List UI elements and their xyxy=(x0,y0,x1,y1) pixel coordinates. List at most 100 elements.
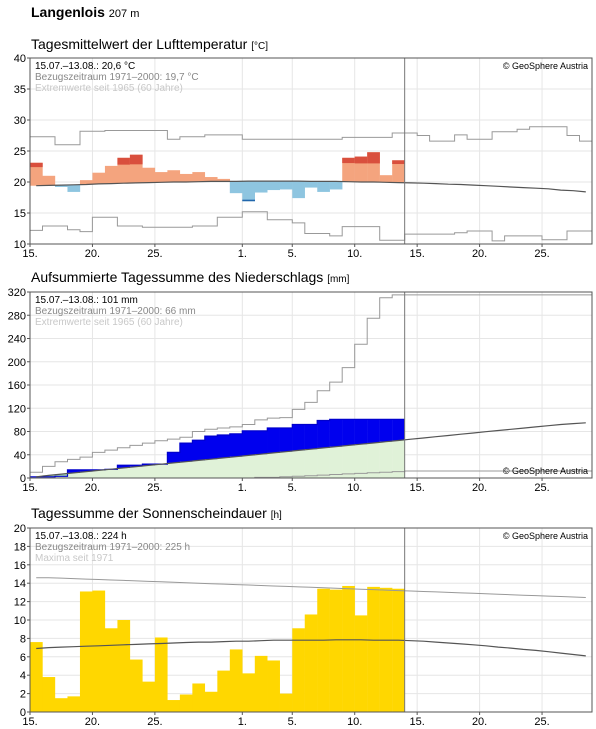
surplus-bar xyxy=(179,443,193,462)
normal-area xyxy=(67,472,81,478)
temperature-bar-strong xyxy=(392,160,405,165)
temperature-bar xyxy=(192,172,206,182)
normal-area xyxy=(92,470,106,478)
y-tick-label: 40 xyxy=(14,53,26,65)
temperature-bar xyxy=(229,181,243,194)
surplus-bar xyxy=(192,440,206,461)
x-tick-label: 5. xyxy=(288,248,297,260)
info-observed: 15.07.–13.08.: 224 h xyxy=(35,531,127,542)
y-tick-label: 10 xyxy=(14,239,26,251)
normal-area xyxy=(129,466,143,478)
y-tick-label: 120 xyxy=(8,403,26,415)
temperature-unit: [°C] xyxy=(251,41,268,52)
normal-area xyxy=(292,450,305,478)
y-tick-label: 2 xyxy=(20,689,26,701)
normal-area xyxy=(367,442,380,478)
surplus-bar xyxy=(329,419,343,447)
surplus-bar xyxy=(79,469,93,472)
surplus-bar xyxy=(367,419,380,443)
normal-area xyxy=(254,454,268,478)
deficit-bar xyxy=(42,475,56,477)
x-tick-label: 20. xyxy=(472,482,487,494)
x-tick-label: 25. xyxy=(147,248,162,260)
x-tick-label: 20. xyxy=(85,716,100,728)
precipitation-unit: [mm] xyxy=(327,274,350,285)
sunshine-bar xyxy=(304,614,318,712)
temperature-bar xyxy=(104,165,118,184)
sunshine-bar xyxy=(367,586,380,712)
temperature-bar xyxy=(392,160,405,183)
sunshine-chart-title: Tagessumme der Sonnenscheindauer [h] xyxy=(31,505,282,521)
sunshine-bar xyxy=(392,588,405,712)
y-tick-label: 15 xyxy=(14,208,26,220)
surplus-bar xyxy=(317,420,330,448)
x-tick-label: 20. xyxy=(472,716,487,728)
surplus-bar xyxy=(117,465,131,468)
x-tick-label: 10. xyxy=(347,716,362,728)
x-tick-label: 15. xyxy=(22,248,37,260)
sunshine-bar xyxy=(142,681,156,712)
normal-area xyxy=(354,444,368,478)
sunshine-bar xyxy=(154,637,168,712)
y-tick-label: 12 xyxy=(14,597,26,609)
normal-area xyxy=(204,459,218,478)
y-tick-label: 280 xyxy=(8,310,26,322)
info-observed: 15.07.–13.08.: 20,6 °C xyxy=(35,61,135,72)
y-tick-label: 240 xyxy=(8,334,26,346)
temperature-bar xyxy=(204,177,218,182)
sunshine-bar xyxy=(54,698,68,712)
y-tick-label: 10 xyxy=(14,615,26,627)
x-tick-label: 15. xyxy=(410,248,425,260)
sunshine-bar xyxy=(217,670,231,712)
sunshine-bar xyxy=(92,590,106,712)
extreme-max-line xyxy=(30,294,592,473)
y-tick-label: 20 xyxy=(14,523,26,535)
y-tick-label: 0 xyxy=(20,473,26,485)
sunshine-unit: [h] xyxy=(270,510,282,521)
normal-area xyxy=(317,447,330,478)
x-tick-label: 25. xyxy=(534,716,549,728)
x-tick-label: 25. xyxy=(534,482,549,494)
x-tick-label: 15. xyxy=(22,482,37,494)
extreme-max-line xyxy=(30,126,592,146)
sunshine-title-text: Tagessumme der Sonnenscheindauer xyxy=(31,505,267,521)
x-tick-label: 20. xyxy=(472,248,487,260)
normal-area xyxy=(79,471,93,478)
sunshine-bar xyxy=(329,589,343,712)
sunshine-bar xyxy=(317,588,330,712)
normal-area xyxy=(30,476,43,478)
precipitation-chart-title: Aufsummierte Tagessumme des Niederschlag… xyxy=(31,269,349,285)
station-altitude: 207 m xyxy=(108,8,140,20)
temperature-bar xyxy=(329,181,343,190)
extreme-min-line xyxy=(30,211,592,242)
precipitation-title-text: Aufsummierte Tagessumme des Niederschlag… xyxy=(31,269,324,285)
info-reference: Bezugszeitraum 1971–2000: 225 h xyxy=(35,542,190,553)
x-tick-label: 25. xyxy=(534,248,549,260)
x-tick-label: 10. xyxy=(347,248,362,260)
temperature-bar xyxy=(67,184,81,192)
temperature-bar-strong xyxy=(117,157,131,165)
y-tick-label: 25 xyxy=(14,146,26,158)
surplus-bar xyxy=(304,424,318,450)
normal-area xyxy=(242,455,255,478)
normal-area xyxy=(217,457,231,478)
info-extremes: Extremwerte seit 1965 (60 Jahre) xyxy=(35,317,183,328)
copyright-label: © GeoSphere Austria xyxy=(503,466,588,476)
y-tick-label: 18 xyxy=(14,541,26,553)
normal-line xyxy=(36,639,586,657)
x-tick-label: 1. xyxy=(238,482,247,494)
surplus-bar xyxy=(142,464,156,466)
temperature-bar-strong xyxy=(354,156,368,164)
station-header: Langenlois 207 m xyxy=(31,4,139,20)
sunshine-bar xyxy=(204,691,218,712)
y-tick-label: 30 xyxy=(14,115,26,127)
temperature-bar xyxy=(292,181,305,199)
sunshine-bar xyxy=(254,655,268,712)
sunshine-bar xyxy=(279,693,293,712)
temperature-bar xyxy=(254,181,268,193)
surplus-bar xyxy=(342,419,355,446)
normal-area xyxy=(167,462,181,478)
normal-area xyxy=(104,469,118,478)
sunshine-bar xyxy=(117,620,131,712)
normal-area xyxy=(329,446,343,478)
